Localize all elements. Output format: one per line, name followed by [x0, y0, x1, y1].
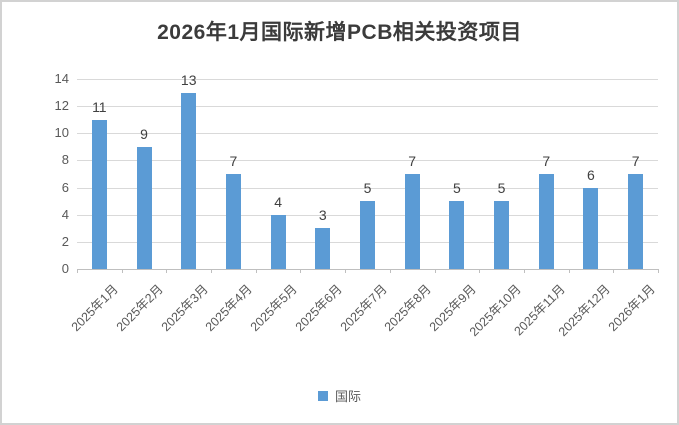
y-axis-label: 10 — [54, 125, 69, 141]
bar-value-label: 5 — [363, 180, 372, 197]
x-axis-tick — [121, 269, 123, 273]
bar — [494, 201, 510, 269]
y-axis-label: 8 — [61, 152, 69, 168]
x-axis-tick — [434, 269, 436, 273]
bar-value-label: 7 — [408, 153, 417, 169]
legend-swatch-icon — [317, 390, 328, 401]
x-axis-tick — [613, 269, 615, 273]
x-axis-tick — [568, 269, 570, 273]
x-axis-tick — [658, 269, 659, 273]
bar — [360, 201, 375, 269]
x-axis-tick — [211, 269, 213, 273]
gridline — [77, 79, 658, 80]
bar-value-label: 13 — [180, 71, 197, 88]
bar-value-label: 7 — [631, 153, 640, 169]
y-axis-label: 2 — [61, 233, 69, 249]
y-axis-label: 14 — [54, 71, 69, 86]
bar — [91, 119, 107, 269]
bar-value-label: 9 — [140, 125, 148, 142]
bar-value-label: 4 — [274, 193, 282, 210]
chart-title: 2026年1月国际新增PCB相关投资项目 — [157, 21, 522, 44]
x-axis-tick — [255, 269, 257, 273]
x-axis-line — [77, 269, 658, 270]
gridline — [77, 106, 658, 108]
bar — [225, 174, 241, 269]
bar-value-label: 5 — [497, 180, 506, 197]
x-axis-tick — [389, 269, 391, 273]
gridline — [77, 160, 658, 162]
bar — [628, 174, 644, 269]
legend: 国际 — [2, 386, 677, 405]
bar-value-label: 7 — [542, 153, 551, 169]
bar — [315, 228, 331, 269]
bar-value-label: 3 — [318, 207, 327, 224]
gridline — [77, 187, 658, 189]
y-axis-label: 6 — [61, 179, 69, 195]
bar-value-label: 5 — [452, 180, 461, 197]
y-axis-label: 0 — [61, 261, 69, 276]
bar-value-label: 6 — [587, 166, 595, 183]
bar — [583, 187, 599, 269]
bar — [449, 201, 465, 269]
x-axis-tick — [479, 269, 481, 273]
bar — [538, 174, 554, 269]
bar — [404, 174, 420, 269]
x-axis-tick — [300, 269, 302, 273]
x-axis-tick — [345, 269, 347, 273]
x-axis-tick — [166, 269, 168, 273]
legend-label: 国际 — [334, 389, 361, 404]
gridline — [77, 133, 658, 135]
bar-value-label: 11 — [92, 98, 107, 115]
y-axis-label: 12 — [54, 98, 69, 114]
bar-value-label: 7 — [229, 153, 238, 169]
x-axis-tick — [523, 269, 525, 273]
bar — [270, 214, 286, 269]
bar — [136, 146, 152, 269]
y-axis-label: 4 — [61, 206, 69, 222]
bar — [181, 92, 197, 269]
x-axis-tick — [77, 269, 78, 273]
